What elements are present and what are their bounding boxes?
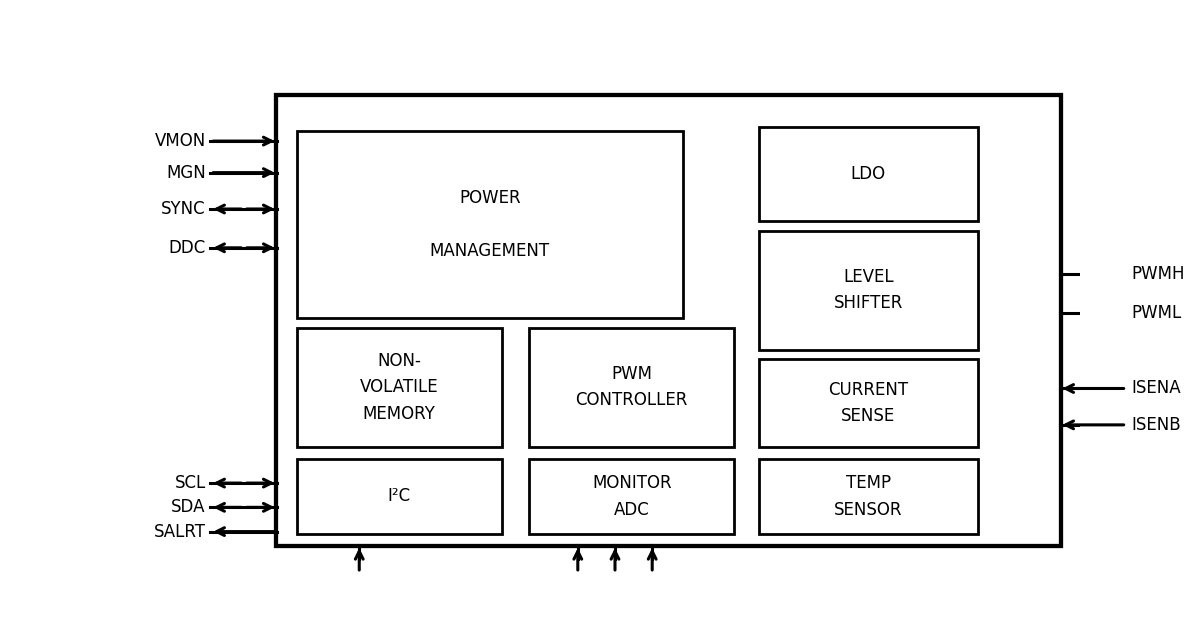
Text: ISENA: ISENA — [1132, 379, 1181, 398]
Text: DDC: DDC — [168, 239, 206, 257]
Bar — [529, 459, 734, 534]
Text: CURRENT
SENSE: CURRENT SENSE — [828, 381, 908, 425]
Text: PWML: PWML — [1132, 304, 1182, 323]
Text: I²C: I²C — [388, 488, 410, 505]
Bar — [529, 328, 734, 447]
Text: LDO: LDO — [851, 165, 886, 183]
Text: SALRT: SALRT — [154, 523, 206, 541]
Bar — [760, 459, 978, 534]
Bar — [760, 127, 978, 221]
Text: SYNC: SYNC — [161, 200, 206, 218]
Bar — [296, 328, 502, 447]
Text: NON-
VOLATILE
MEMORY: NON- VOLATILE MEMORY — [360, 352, 438, 423]
Bar — [296, 459, 502, 534]
Text: SCL: SCL — [174, 474, 206, 492]
Text: MONITOR
ADC: MONITOR ADC — [592, 474, 672, 518]
Text: MGN: MGN — [166, 164, 206, 181]
Text: PWMH: PWMH — [1132, 265, 1184, 284]
Bar — [296, 132, 683, 318]
Bar — [276, 95, 1062, 546]
Bar — [760, 231, 978, 350]
Text: VMON: VMON — [155, 132, 206, 150]
Bar — [760, 359, 978, 447]
Text: LEVEL
SHIFTER: LEVEL SHIFTER — [834, 268, 904, 312]
Text: PWM
CONTROLLER: PWM CONTROLLER — [576, 365, 688, 410]
Text: ISENB: ISENB — [1132, 416, 1181, 434]
Text: SDA: SDA — [172, 498, 206, 517]
Text: TEMP
SENSOR: TEMP SENSOR — [834, 474, 902, 518]
Text: POWER

MANAGEMENT: POWER MANAGEMENT — [430, 190, 550, 260]
